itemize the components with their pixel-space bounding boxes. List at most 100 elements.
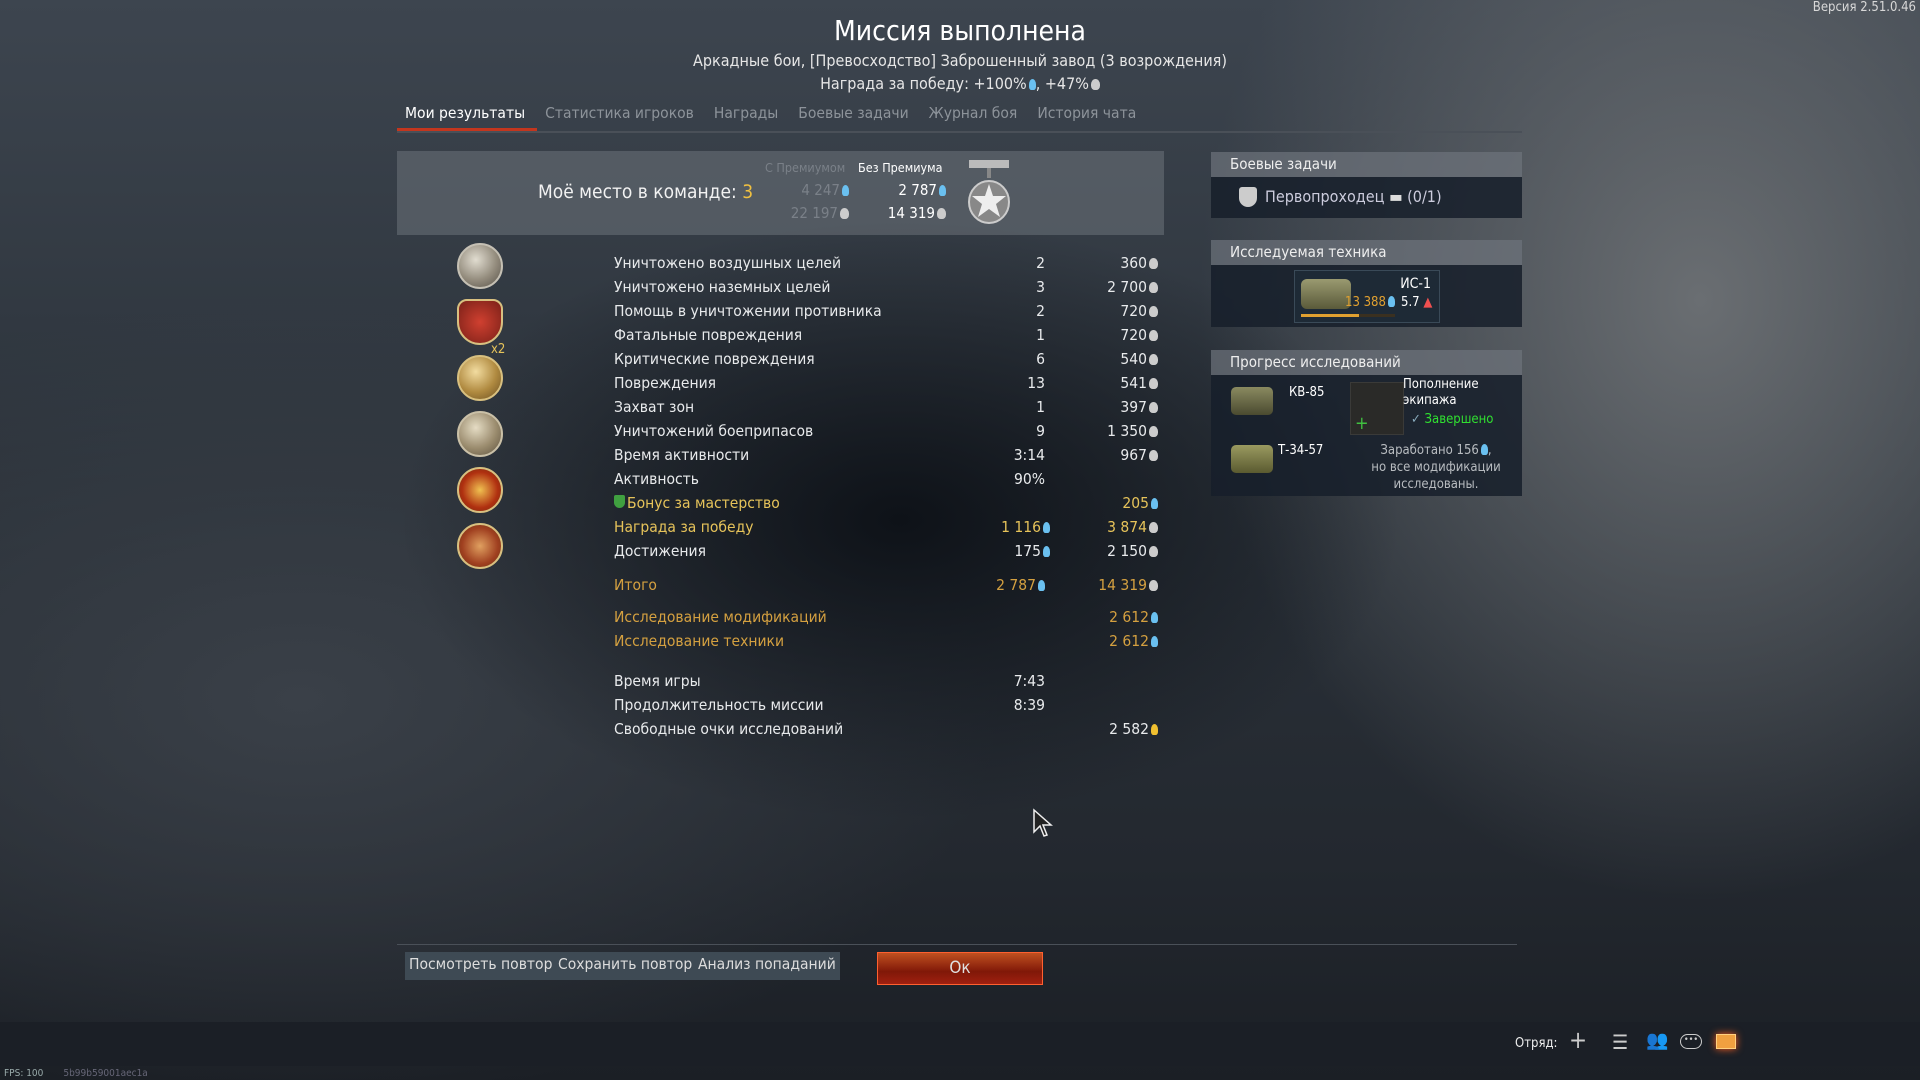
task-item[interactable]: Первопроходец ▬ (0/1) [1265, 187, 1442, 206]
research-progress-panel: КВ-85 + Пополнение экипажа ✓ Завершено Т… [1211, 375, 1522, 496]
research-progress-fill [1301, 314, 1360, 317]
build-hash: 5b99b59001aec1a [63, 1068, 148, 1079]
stat-count: 1 [1036, 398, 1045, 416]
stat-value: 2 150 [1107, 542, 1147, 560]
tab-player-stats[interactable]: Статистика игроков [545, 104, 694, 122]
page-title: Миссия выполнена [834, 14, 1086, 47]
save-replay-button[interactable]: Сохранить повтор [554, 952, 697, 980]
task-name: Первопроходец [1265, 187, 1385, 206]
stat-count: 2 [1036, 302, 1045, 320]
total-rp: 2 787 [996, 576, 1036, 594]
research-value: 2 612 [1109, 632, 1149, 650]
no-premium-sl: 14 319 [887, 204, 935, 222]
silver-lion-icon [1149, 378, 1158, 389]
mouse-cursor-icon [1033, 808, 1053, 837]
research-point-icon [1043, 546, 1050, 557]
silver-lion-icon [1149, 282, 1158, 293]
vehicle-t3457[interactable]: Т-34-57 [1278, 443, 1324, 458]
watch-replay-button[interactable]: Посмотреть повтор [405, 952, 557, 980]
stat-value: 720 [1120, 302, 1147, 320]
tab-chat-history[interactable]: История чата [1037, 104, 1137, 122]
award-multiplier: x2 [491, 342, 506, 357]
fps-counter: FPS: 100 5b99b59001aec1a [4, 1068, 148, 1079]
silver-lion-icon [1090, 79, 1100, 90]
without-premium-header: Без Премиума [858, 160, 943, 175]
award-3-icon[interactable] [457, 355, 503, 401]
stat-label: Фатальные повреждения [614, 326, 803, 344]
stat-count: 1 116 [1001, 518, 1041, 536]
research-progress-bar [1301, 314, 1395, 317]
silver-lion-icon [937, 208, 946, 219]
divider [397, 944, 1517, 945]
research-point-icon [1028, 79, 1036, 90]
vehicle-card-is1[interactable]: ИС-1 13 388 5.7 ▲ [1294, 270, 1440, 323]
tabs: Мои результаты Статистика игроков Наград… [397, 100, 1522, 133]
mission-duration-row: Продолжительность миссии 8:39 [614, 696, 1164, 720]
stat-value: 541 [1120, 374, 1147, 392]
stat-row: Уничтожено наземных целей 3 2 700 [614, 278, 1164, 302]
ground-vehicle-icon: ▲ [1423, 295, 1433, 310]
silver-lion-icon [1149, 426, 1158, 437]
hit-analysis-button[interactable]: Анализ попаданий [694, 952, 840, 980]
squad-label: Отряд: [1515, 1036, 1558, 1051]
research-progress-header: Прогресс исследований [1211, 350, 1522, 375]
mail-icon[interactable] [1716, 1034, 1736, 1049]
total-row: Итого 2 787 14 319 [614, 576, 1164, 600]
award-6-icon[interactable] [457, 523, 503, 569]
add-squad-icon[interactable]: + [1569, 1026, 1588, 1054]
premium-sl: 22 197 [790, 204, 838, 222]
time-label: Время игры [614, 672, 701, 690]
battle-tasks-header: Боевые задачи [1211, 152, 1522, 177]
check-icon: ✓ [1411, 412, 1421, 427]
battle-tasks-panel: Первопроходец ▬ (0/1) [1211, 177, 1522, 218]
time-label: Продолжительность миссии [614, 696, 824, 714]
crew-title: Пополнение экипажа [1403, 377, 1479, 408]
free-rp-value: 2 582 [1109, 720, 1149, 738]
award-2-icon[interactable] [457, 299, 503, 345]
tank-icon: ▬ [1388, 187, 1403, 206]
stat-value: 205 [1122, 494, 1149, 512]
stat-count: 6 [1036, 350, 1045, 368]
earned-text: Заработано 156 [1380, 443, 1479, 458]
silver-lion-icon [1149, 580, 1158, 591]
stat-count: 1 [1036, 326, 1045, 344]
vehicle-name: ИС-1 [1400, 276, 1431, 292]
contacts-icon[interactable]: 👥 [1646, 1030, 1669, 1051]
task-progress: (0/1) [1407, 187, 1442, 206]
award-4-icon[interactable] [457, 411, 503, 457]
version-label: Версия 2.51.0.46 [1812, 0, 1916, 15]
ok-button[interactable]: Ок [877, 952, 1043, 985]
tab-battle-log[interactable]: Журнал боя [928, 104, 1018, 122]
tab-battle-tasks[interactable]: Боевые задачи [798, 104, 909, 122]
research-label: Исследование модификаций [614, 608, 827, 626]
stat-value: 360 [1120, 254, 1147, 272]
tab-rewards[interactable]: Награды [713, 104, 779, 122]
silver-lion-icon [1149, 402, 1158, 413]
battle-rating: 5.7 [1401, 295, 1420, 310]
stat-row: Время активности 3:14 967 [614, 446, 1164, 470]
award-5-icon[interactable] [457, 467, 503, 513]
vehicle-kv85[interactable]: КВ-85 [1289, 385, 1325, 400]
stat-label: Захват зон [614, 398, 695, 416]
reward-text-2: , +47% [1035, 74, 1089, 93]
stat-row: Захват зон 1 397 [614, 398, 1164, 422]
stat-label: Уничтожено наземных целей [614, 278, 831, 296]
award-1-icon[interactable] [457, 243, 503, 289]
list-icon[interactable]: ☰ [1612, 1030, 1629, 1054]
research-mods-row: Исследование модификаций 2 612 [614, 608, 1164, 632]
research-vehicle-row: Исследование техники 2 612 [614, 632, 1164, 656]
research-point-icon [842, 185, 849, 196]
bottom-bar: Отряд: + ☰ 👥 ••• [0, 1022, 1920, 1066]
stat-row: Активность 90% [614, 470, 1164, 494]
stat-row: Фатальные повреждения 1 720 [614, 326, 1164, 350]
vehicle-rp: 13 388 [1345, 295, 1386, 310]
stat-row: Бонус за мастерство 205 [614, 494, 1164, 518]
chat-icon[interactable]: ••• [1680, 1034, 1702, 1049]
research-point-icon [1387, 296, 1395, 307]
stat-label: Уничтожено воздушных целей [614, 254, 842, 272]
stat-count: 2 [1036, 254, 1045, 272]
tab-my-results[interactable]: Мои результаты [397, 100, 538, 131]
silver-lion-icon [1149, 306, 1158, 317]
researched-vehicle-panel: ИС-1 13 388 5.7 ▲ [1211, 265, 1522, 327]
stat-row: Повреждения 13 541 [614, 374, 1164, 398]
